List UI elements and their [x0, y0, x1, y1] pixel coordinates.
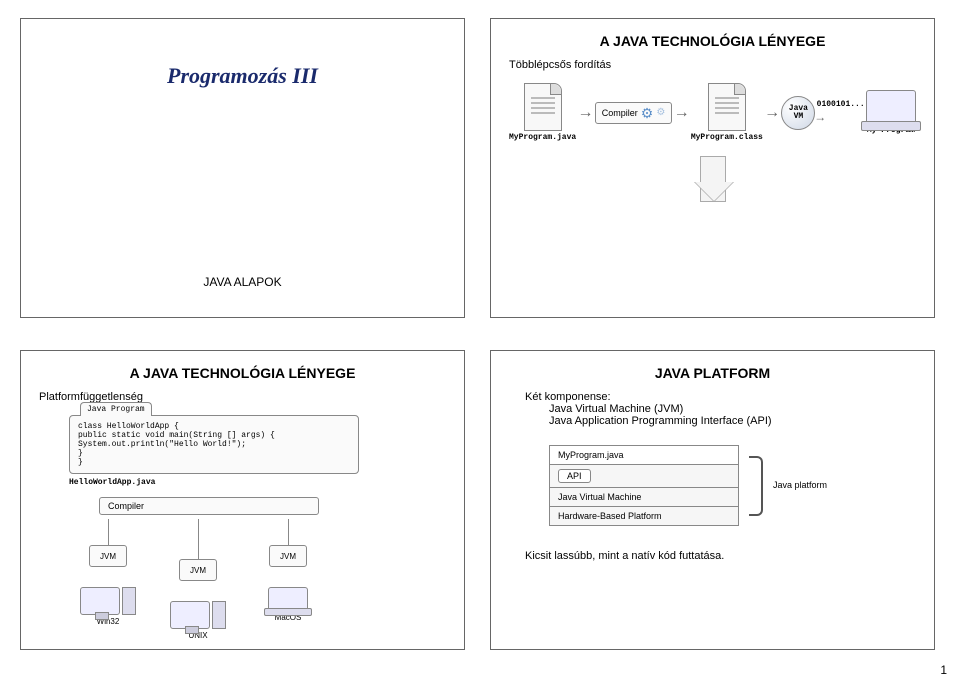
file-label: HelloWorldApp.java [69, 478, 446, 487]
code-line: public static void main(String [] args) … [78, 431, 350, 440]
jvm-label: Java VM [782, 105, 814, 121]
tower-icon [212, 601, 226, 629]
compiler-label: Compiler [108, 501, 144, 511]
stack-hw-row: Hardware-Based Platform [550, 506, 738, 525]
slide4-body: Két komponense: Java Virtual Machine (JV… [525, 391, 916, 427]
arrow-icon: → [764, 104, 780, 122]
stack-top-label: MyProgram.java [558, 450, 730, 460]
page-number: 1 [940, 663, 947, 677]
platform-stack-wrap: MyProgram.java API Java Virtual Machine … [549, 445, 916, 526]
platform-stack: MyProgram.java API Java Virtual Machine … [549, 445, 739, 526]
monitor-icon [170, 601, 210, 629]
codebox-tab: Java Program [80, 402, 152, 416]
source-label: MyProgram.java [509, 133, 576, 142]
binary-output: 0100101... → [817, 100, 865, 125]
connector-line [288, 519, 289, 545]
line-1: Két komponense: [525, 391, 916, 403]
monitor-icon [80, 587, 120, 615]
api-badge: API [558, 469, 591, 483]
compiler-wide: Compiler [99, 497, 319, 515]
paper-icon [708, 83, 746, 131]
slide-3: A JAVA TECHNOLÓGIA LÉNYEGE Platformfügge… [20, 350, 465, 650]
gear-icon: ⚙ [656, 108, 665, 118]
source-file: MyProgram.java [509, 83, 576, 142]
stack-top-row: MyProgram.java [550, 446, 738, 464]
jvm-circle-icon: Java VM [781, 96, 815, 130]
device-unix: UNIX [174, 601, 222, 640]
jvm-box: JVM [89, 545, 127, 567]
tower-icon [122, 587, 136, 615]
code-box: Java Program class HelloWorldApp { publi… [69, 415, 359, 474]
class-label: MyProgram.class [691, 133, 763, 142]
connector-line [198, 519, 199, 559]
jvm-box: JVM [179, 559, 217, 581]
line-3: Java Application Programming Interface (… [549, 415, 916, 427]
arrow-icon: → [674, 104, 690, 122]
class-file: MyProgram.class [691, 83, 763, 142]
arrow-icon: → [817, 111, 824, 125]
stack-jvm-row: Java Virtual Machine [550, 487, 738, 506]
slide-1: Programozás III JAVA ALAPOK [20, 18, 465, 318]
note: Kicsit lassúbb, mint a natív kód futtatá… [525, 550, 916, 562]
slide2-subtitle: Többlépcsős fordítás [509, 59, 916, 71]
laptop-icon [268, 587, 308, 611]
down-arrow-icon [700, 156, 726, 202]
line-2: Java Virtual Machine (JVM) [549, 403, 916, 415]
slide3-title: A JAVA TECHNOLÓGIA LÉNYEGE [39, 365, 446, 381]
code-line: } [78, 449, 350, 458]
device-win32: Win32 [84, 587, 132, 626]
arrow-icon: → [577, 104, 593, 122]
compile-pipeline: MyProgram.java → Compiler ⚙⚙ → MyProgram… [509, 83, 916, 142]
slide-2: A JAVA TECHNOLÓGIA LÉNYEGE Többlépcsős f… [490, 18, 935, 318]
brace-label: Java platform [773, 481, 827, 491]
binary-text: 0100101... [817, 100, 865, 109]
slide2-title: A JAVA TECHNOLÓGIA LÉNYEGE [509, 33, 916, 49]
stack-api-row: API [550, 464, 738, 487]
compiler-box: Compiler ⚙⚙ [595, 102, 673, 124]
code-line: } [78, 458, 350, 467]
jvm-label: JVM [190, 566, 206, 575]
slide4-title: JAVA PLATFORM [509, 365, 916, 381]
output-program: My Program [866, 90, 916, 135]
compiler-label: Compiler [602, 108, 638, 118]
course-title: Programozás III [39, 63, 446, 89]
code-line: class HelloWorldApp { [78, 422, 350, 431]
jvm-box: JVM [269, 545, 307, 567]
jvm-label: JVM [100, 552, 116, 561]
brace-icon [749, 456, 763, 516]
device-macos: MacOS [264, 587, 312, 622]
jvm-node: Java VM [781, 96, 815, 130]
gear-icon: ⚙ [641, 106, 654, 120]
laptop-icon [866, 90, 916, 124]
slide1-footer: JAVA ALAPOK [21, 275, 464, 289]
paper-icon [524, 83, 562, 131]
code-line: System.out.println("Hello World!"); [78, 440, 350, 449]
jvm-label: JVM [280, 552, 296, 561]
slide-4: JAVA PLATFORM Két komponense: Java Virtu… [490, 350, 935, 650]
platform-tree: Compiler JVM JVM JVM Win32 UNIX MacOS [69, 497, 446, 647]
connector-line [108, 519, 109, 545]
